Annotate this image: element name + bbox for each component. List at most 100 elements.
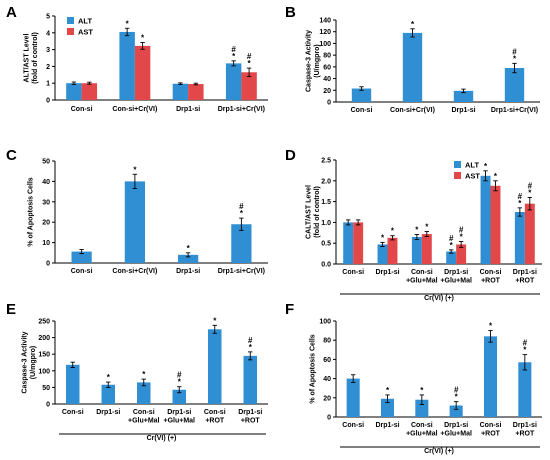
x-tick-label: Con-si+Cr(VI) <box>112 268 157 275</box>
x-tick-label: +Glu+Mal <box>163 418 195 425</box>
chart-panel-b: 0 20 40 60 80 100 120 140 Caspase-3 Activity (U/m… <box>305 18 540 114</box>
x-tick-label: Drp1-si <box>96 409 120 416</box>
x-tick-label: Drp1-si <box>513 269 537 276</box>
y-tick-label: 10 <box>42 240 50 247</box>
x-tick-label: Drp1-si <box>167 409 191 416</box>
y-axis-title: Caspase-3 Activity (U/mgpro) <box>21 331 37 393</box>
bar <box>134 45 151 100</box>
y-tick-label: 2.5 <box>321 158 331 165</box>
y-axis-title-line: % of Apoptosis Cells <box>28 177 35 246</box>
x-tick-label: Con-si <box>342 269 364 276</box>
y-axis-title-line: (fold of control) <box>32 32 39 84</box>
x-tick-label: Drp1-si <box>513 422 537 429</box>
y-tick-label: 3 <box>46 47 50 54</box>
y-tick-label: 40 <box>42 179 50 186</box>
y-tick-label: 50 <box>42 159 50 166</box>
significance-mark: * <box>126 19 130 28</box>
bar <box>231 224 252 263</box>
bar <box>66 364 80 404</box>
y-tick-label: 60 <box>323 357 331 364</box>
bar <box>346 378 360 417</box>
x-tick-label: +Glu+Mal <box>440 431 472 438</box>
bar <box>387 237 398 264</box>
significance-mark: * <box>133 165 137 174</box>
significance-mark: * <box>513 54 517 63</box>
panel-letter-C: C <box>6 147 17 164</box>
x-tick-label: Con-si <box>480 269 502 276</box>
x-tick-label: +ROT <box>205 418 225 425</box>
bar <box>188 84 204 100</box>
bar <box>343 222 354 264</box>
significance-mark: * <box>232 52 236 61</box>
bar <box>449 405 463 417</box>
significance-mark: # <box>454 386 459 395</box>
bar <box>456 244 467 264</box>
x-tick-label: Drp1-si <box>375 269 399 276</box>
bar <box>421 234 432 264</box>
x-tick-label: Drp1-si <box>176 106 200 113</box>
x-tick-label: Con-si+Cr(VI) <box>112 106 157 113</box>
significance-mark: * <box>489 322 493 331</box>
bar <box>402 32 423 103</box>
bar <box>66 83 82 100</box>
significance-mark: * <box>178 378 182 387</box>
y-axis-title: ALT/AST Level (fold of control) <box>23 32 39 84</box>
x-tick-label: Drp1-si <box>238 409 262 416</box>
y-tick-label: 20 <box>323 395 331 402</box>
bar <box>411 236 422 264</box>
significance-mark: # <box>247 52 252 61</box>
x-tick-label: Con-si <box>204 409 226 416</box>
bar <box>172 83 189 100</box>
x-tick-label: Drp1-si <box>451 107 475 114</box>
bar <box>243 355 257 404</box>
x-tick-label: Drp1-si+Cr(VI) <box>218 268 265 275</box>
significance-mark: # <box>518 192 523 201</box>
y-axis-title-line: (U/mgpro) <box>314 44 321 77</box>
significance-mark: * <box>213 316 217 325</box>
group-label: Cr(VI) (+) <box>424 448 454 455</box>
x-tick-label: Con-si <box>411 269 433 276</box>
x-tick-label: +Glu+Mal <box>406 431 438 438</box>
y-tick-label: 40 <box>323 76 331 83</box>
bar <box>353 222 364 264</box>
significance-mark: * <box>240 209 244 218</box>
y-tick-label: 50 <box>42 385 50 392</box>
x-tick-label: Drp1-si <box>375 422 399 429</box>
y-tick-label: 100 <box>319 41 331 48</box>
significance-mark: * <box>391 227 395 236</box>
y-tick-label: 120 <box>319 29 331 36</box>
significance-mark: * <box>484 162 488 171</box>
y-axis-title-line: % of Apoptosis Cells <box>310 334 317 403</box>
y-tick-label: 0.0 <box>321 262 331 269</box>
bar <box>490 185 501 264</box>
x-tick-label: Con-si+Cr(VI) <box>390 107 435 114</box>
y-tick-label: 2.0 <box>321 178 331 185</box>
significance-mark: * <box>494 172 498 181</box>
x-tick-label: +Glu+Mal <box>440 278 472 285</box>
bar <box>351 88 372 102</box>
x-tick-label: +ROT <box>515 278 535 285</box>
bar <box>453 90 474 102</box>
x-tick-label: Con-si <box>351 107 373 114</box>
bar <box>518 362 532 417</box>
x-tick-label: +ROT <box>515 431 535 438</box>
bar <box>514 212 525 264</box>
y-axis-title: % of Apoptosis Cells <box>28 177 35 246</box>
bar <box>504 68 525 102</box>
chart-panel-a: 0 1 2 3 4 5 ALT/AST Level (fold of control) Con-… <box>23 14 268 113</box>
bar <box>208 329 222 404</box>
significance-mark: * <box>381 233 385 242</box>
y-tick-label: 0.5 <box>321 241 331 248</box>
x-tick-label: Drp1-si <box>444 422 468 429</box>
y-tick-label: 20 <box>42 220 50 227</box>
bar <box>380 398 395 417</box>
y-tick-label: 20 <box>323 88 331 95</box>
y-tick-label: 2 <box>46 64 50 71</box>
significance-mark: * <box>460 233 464 242</box>
significance-mark: * <box>450 241 454 250</box>
y-tick-label: 250 <box>38 319 50 326</box>
bar <box>483 336 498 417</box>
significance-mark: # <box>459 226 464 235</box>
